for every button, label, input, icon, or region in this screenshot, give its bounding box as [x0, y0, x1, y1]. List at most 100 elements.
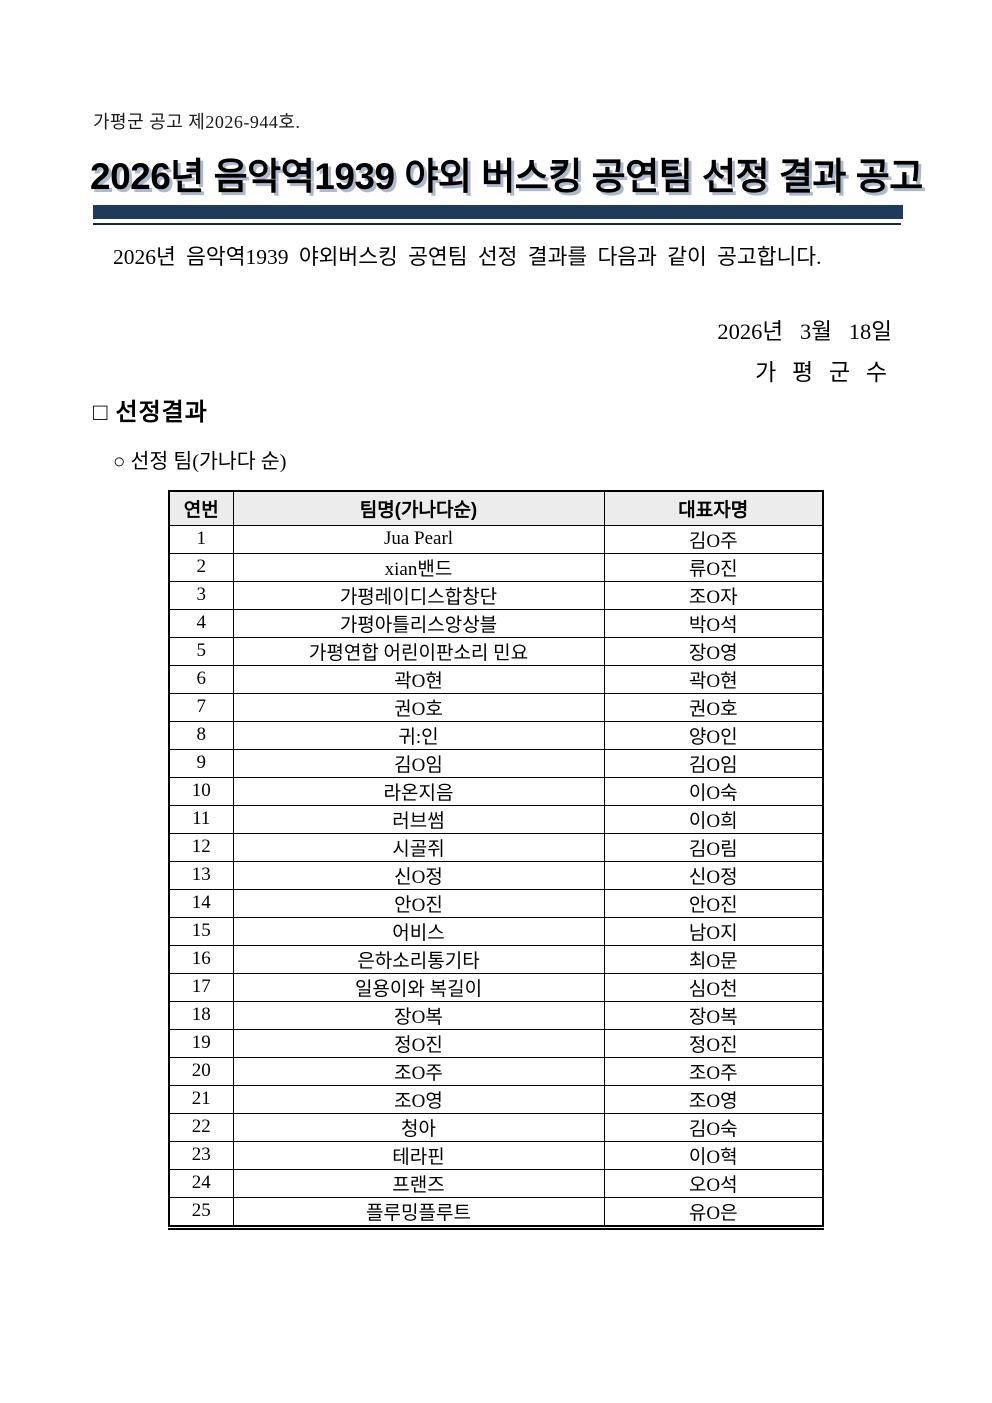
title-rule-line: [93, 223, 901, 225]
representative-cell: 김O주: [603, 524, 824, 554]
table-row: 4 가평아틀리스앙상블 박O석: [168, 608, 824, 638]
row-number-cell: 5: [168, 636, 234, 666]
header-row: 연번 팀명(가나다순) 대표자명: [168, 490, 824, 526]
row-number-cell: 2: [168, 552, 234, 582]
table-row: 24 프랜즈 오O석: [168, 1168, 824, 1198]
team-name-cell: 라온지음: [232, 776, 605, 806]
column-header-number: 연번: [168, 490, 234, 526]
representative-cell: 유O은: [603, 1196, 824, 1228]
row-number-cell: 3: [168, 580, 234, 610]
team-name-cell: 가평레이디스합창단: [232, 580, 605, 610]
representative-cell: 신O정: [603, 860, 824, 890]
table-row: 9 김O임 김O임: [168, 748, 824, 778]
table-row: 5 가평연합 어린이판소리 민요 장O영: [168, 636, 824, 666]
table-row: 22 청아 김O숙: [168, 1112, 824, 1142]
representative-cell: 이O숙: [603, 776, 824, 806]
row-number-cell: 6: [168, 664, 234, 694]
column-header-team-name: 팀명(가나다순): [232, 490, 605, 526]
team-name-cell: 청아: [232, 1112, 605, 1142]
table-row: 25 플루밍플루트 유O은: [168, 1196, 824, 1228]
table-row: 19 정O진 정O진: [168, 1028, 824, 1058]
representative-cell: 권O호: [603, 692, 824, 722]
table-row: 23 테라핀 이O혁: [168, 1140, 824, 1170]
table-row: 15 어비스 남O지: [168, 916, 824, 946]
notice-number: 가평군 공고 제2026-944호.: [93, 112, 301, 132]
results-table-body: 1 Jua Pearl 김O주 2 xian밴드 류O진 3 가평레이디스합창단 조O자 4 가평아…: [168, 524, 824, 1228]
table-row: 11 러브썸 이O희: [168, 804, 824, 834]
team-name-cell: 안O진: [232, 888, 605, 918]
row-number-cell: 22: [168, 1112, 234, 1142]
team-name-cell: 김O임: [232, 748, 605, 778]
team-name-cell: 곽O현: [232, 664, 605, 694]
table-row: 13 신O정 신O정: [168, 860, 824, 890]
intro-paragraph: 2026년 음악역1939 야외버스킹 공연팀 선정 결과를 다음과 같이 공고…: [113, 245, 822, 269]
representative-cell: 안O진: [603, 888, 824, 918]
row-number-cell: 1: [168, 524, 234, 554]
table-row: 6 곽O현 곽O현: [168, 664, 824, 694]
row-number-cell: 4: [168, 608, 234, 638]
team-name-cell: 프랜즈: [232, 1168, 605, 1198]
table-row: 20 조O주 조O주: [168, 1056, 824, 1086]
table-row: 1 Jua Pearl 김O주: [168, 524, 824, 554]
representative-cell: 장O영: [603, 636, 824, 666]
representative-cell: 김O임: [603, 748, 824, 778]
table-row: 8 귀:인 양O인: [168, 720, 824, 750]
representative-cell: 정O진: [603, 1028, 824, 1058]
representative-cell: 류O진: [603, 552, 824, 582]
row-number-cell: 14: [168, 888, 234, 918]
team-name-cell: 일용이와 복길이: [232, 972, 605, 1002]
team-name-cell: 조O영: [232, 1084, 605, 1114]
table-row: 17 일용이와 복길이 심O천: [168, 972, 824, 1002]
team-name-cell: 시골쥐: [232, 832, 605, 862]
subsection-heading-selected-teams: ○ 선정 팀(가나다 순): [113, 451, 287, 473]
team-name-cell: 신O정: [232, 860, 605, 890]
row-number-cell: 21: [168, 1084, 234, 1114]
page-title: 2026년 음악역1939 야외 버스킹 공연팀 선정 결과 공고: [90, 156, 923, 197]
representative-cell: 박O석: [603, 608, 824, 638]
representative-cell: 곽O현: [603, 664, 824, 694]
title-underline-bar: [93, 205, 903, 219]
representative-cell: 양O인: [603, 720, 824, 750]
results-table: 연번 팀명(가나다순) 대표자명 1 Jua Pearl 김O주 2 xian밴드 류O진…: [168, 490, 824, 1230]
row-number-cell: 11: [168, 804, 234, 834]
row-number-cell: 24: [168, 1168, 234, 1198]
row-number-cell: 23: [168, 1140, 234, 1170]
row-number-cell: 10: [168, 776, 234, 806]
results-table-header: 연번 팀명(가나다순) 대표자명: [168, 490, 824, 526]
team-name-cell: 테라핀: [232, 1140, 605, 1170]
team-name-cell: xian밴드: [232, 552, 605, 582]
row-number-cell: 7: [168, 692, 234, 722]
row-number-cell: 20: [168, 1056, 234, 1086]
representative-cell: 최O문: [603, 944, 824, 974]
representative-cell: 조O영: [603, 1084, 824, 1114]
team-name-cell: 러브썸: [232, 804, 605, 834]
team-name-cell: 어비스: [232, 916, 605, 946]
row-number-cell: 19: [168, 1028, 234, 1058]
table-row: 16 은하소리통기타 최O문: [168, 944, 824, 974]
team-name-cell: 조O주: [232, 1056, 605, 1086]
row-number-cell: 13: [168, 860, 234, 890]
row-number-cell: 12: [168, 832, 234, 862]
team-name-cell: 권O호: [232, 692, 605, 722]
column-header-representative: 대표자명: [603, 490, 824, 526]
representative-cell: 김O림: [603, 832, 824, 862]
section-heading-selection-results: □ 선정결과: [93, 400, 208, 426]
row-number-cell: 16: [168, 944, 234, 974]
team-name-cell: 가평아틀리스앙상블: [232, 608, 605, 638]
representative-cell: 남O지: [603, 916, 824, 946]
announcement-date: 2026년 3월 18일: [717, 319, 892, 344]
representative-cell: 장O복: [603, 1000, 824, 1030]
row-number-cell: 18: [168, 1000, 234, 1030]
team-name-cell: 귀:인: [232, 720, 605, 750]
row-number-cell: 9: [168, 748, 234, 778]
team-name-cell: 플루밍플루트: [232, 1196, 605, 1228]
representative-cell: 이O혁: [603, 1140, 824, 1170]
table-row: 7 권O호 권O호: [168, 692, 824, 722]
table-row: 14 안O진 안O진: [168, 888, 824, 918]
representative-cell: 이O희: [603, 804, 824, 834]
table-row: 12 시골쥐 김O림: [168, 832, 824, 862]
team-name-cell: 은하소리통기타: [232, 944, 605, 974]
team-name-cell: Jua Pearl: [232, 524, 605, 554]
table-row: 3 가평레이디스합창단 조O자: [168, 580, 824, 610]
